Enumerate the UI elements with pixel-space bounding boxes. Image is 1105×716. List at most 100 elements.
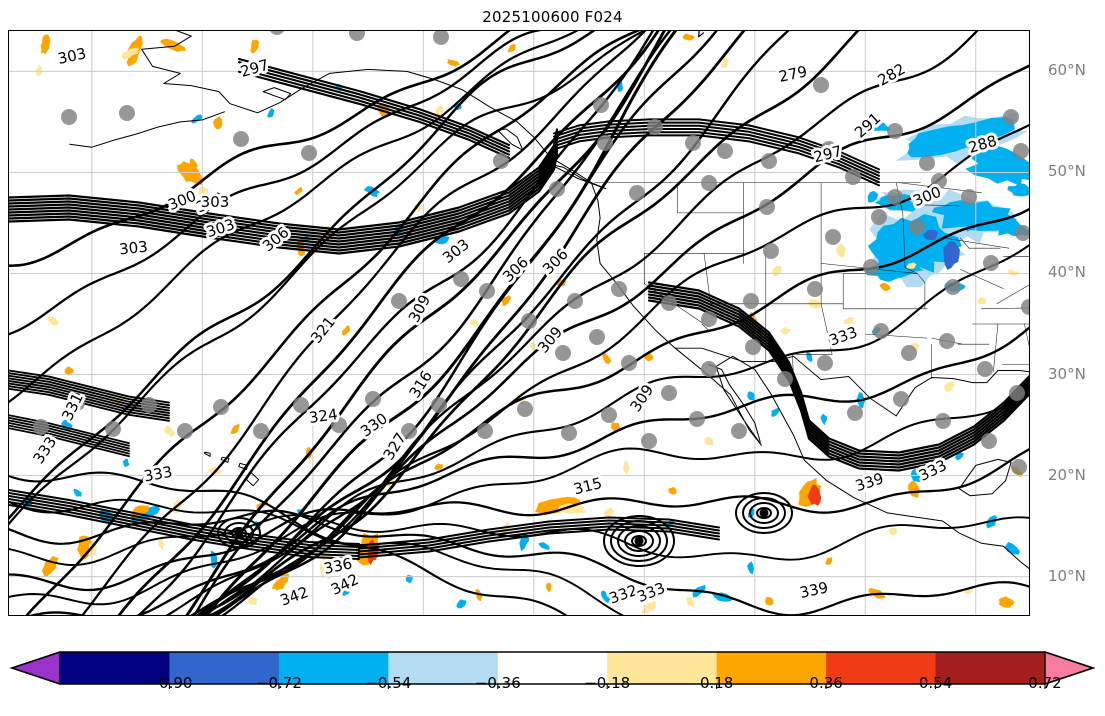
- station-marker: [945, 279, 961, 295]
- contour-line: [9, 498, 624, 615]
- station-marker: [813, 77, 829, 93]
- station-marker: [717, 143, 733, 159]
- station-marker: [555, 345, 571, 361]
- map-frame: 3033033003003033033033032942942792792822…: [8, 30, 1030, 616]
- station-marker: [331, 417, 347, 433]
- jet-contour-bundle-line: [9, 140, 559, 243]
- cold-anomaly-speck: [122, 458, 130, 467]
- contour-line: [9, 394, 1029, 606]
- station-marker: [981, 433, 997, 449]
- warm-anomaly-patch: [507, 43, 516, 53]
- station-marker: [433, 31, 449, 45]
- colorbar-tick-label: −0.90: [146, 674, 193, 692]
- contour-line: [9, 31, 542, 336]
- station-marker: [453, 271, 469, 287]
- warm-anomaly-speck: [668, 486, 677, 495]
- station-marker: [517, 401, 533, 417]
- colorbar-segment[interactable]: [935, 652, 1046, 684]
- contour-line: [137, 31, 655, 615]
- colorbar-segment[interactable]: [497, 652, 608, 684]
- warm-anomaly-patch: [622, 460, 630, 476]
- station-marker: [1021, 299, 1029, 315]
- warm-anomaly-patch: [40, 34, 51, 55]
- warm-anomaly-patch: [556, 503, 588, 514]
- lat-tick-label: 20°N: [1048, 465, 1086, 484]
- jet-contour-bundle-line: [9, 134, 559, 237]
- station-marker: [391, 293, 407, 309]
- station-marker: [745, 339, 761, 355]
- jet-contour-bundle-line: [9, 128, 559, 231]
- colorbar-segment[interactable]: [716, 652, 827, 684]
- cold-anomaly-speck: [747, 391, 756, 401]
- station-marker: [977, 361, 993, 377]
- colorbar-under-extend[interactable]: [9, 651, 61, 685]
- station-marker: [1009, 385, 1025, 401]
- jet-contour-bundle-line: [358, 528, 720, 559]
- colorbar-segment[interactable]: [826, 652, 937, 684]
- warm-anomaly-speck: [977, 296, 987, 305]
- station-marker: [233, 131, 249, 147]
- jet-contour-bundle-line: [553, 134, 880, 187]
- colorbar[interactable]: −0.90 −0.72 −0.54 −0.36 −0.18 0.18 0.36 0.54 0.7…: [0, 648, 1105, 712]
- station-marker: [493, 153, 509, 169]
- contour-value-label: 336: [322, 554, 354, 578]
- warm-anomaly-patch: [41, 555, 59, 577]
- coastline: [496, 128, 524, 151]
- station-marker: [701, 311, 717, 327]
- contour-line: [214, 64, 1029, 615]
- warm-anomaly-speck: [835, 242, 846, 258]
- state-border: [902, 213, 905, 239]
- warm-anomaly-speck: [545, 582, 552, 593]
- jet-contour-bundle-line: [553, 128, 880, 180]
- station-marker: [825, 229, 841, 245]
- station-marker: [661, 295, 677, 311]
- colorbar-segment[interactable]: [607, 652, 718, 684]
- station-marker: [33, 419, 49, 435]
- jet-contour-bundle-line: [9, 146, 559, 249]
- colorbar-segment[interactable]: [60, 652, 170, 684]
- warm-anomaly-speck: [294, 186, 303, 196]
- coastline: [220, 456, 230, 463]
- cold-anomaly-speck: [820, 413, 828, 426]
- contour-line: [117, 31, 660, 615]
- station-marker: [611, 281, 627, 297]
- station-marker: [567, 293, 583, 309]
- station-marker: [887, 189, 903, 205]
- station-marker: [873, 323, 889, 339]
- warm-anomaly-patch: [434, 105, 444, 122]
- colorbar-svg[interactable]: [0, 648, 1105, 712]
- station-marker: [293, 397, 309, 413]
- jet-contour-bundle-line: [9, 489, 360, 545]
- contour-line: [221, 31, 979, 615]
- jet-contour-bundle-line: [9, 424, 130, 455]
- warm-anomaly-patch: [908, 480, 921, 498]
- lat-tick-label: 40°N: [1048, 263, 1086, 282]
- cold-anomaly-patch: [1007, 183, 1029, 197]
- state-border: [916, 273, 926, 283]
- warm-anomaly-patch: [35, 65, 42, 77]
- coastline: [204, 451, 211, 457]
- station-marker: [701, 175, 717, 191]
- warm-anomaly-patch: [807, 484, 822, 506]
- station-marker: [479, 283, 495, 299]
- jet-contour-bundle-line: [553, 131, 880, 184]
- colorbar-segment[interactable]: [169, 652, 280, 684]
- state-border: [993, 323, 999, 372]
- jet-contour-bundle-line: [9, 419, 130, 450]
- contour-line: [25, 31, 640, 615]
- state-border: [960, 269, 1004, 289]
- state-border: [904, 267, 918, 274]
- colorbar-segment[interactable]: [278, 652, 389, 684]
- station-marker: [893, 391, 909, 407]
- map-panel[interactable]: 3033033003003033033033032942942792792822…: [8, 30, 1086, 670]
- cold-anomaly-core: [922, 229, 938, 241]
- contour-line: [201, 31, 718, 615]
- jet-contour-bundle-line: [237, 67, 511, 156]
- contour-map-svg: 3033033003003033033033032942942792792822…: [9, 31, 1029, 615]
- station-marker: [887, 123, 903, 139]
- colorbar-segment[interactable]: [388, 652, 499, 684]
- warm-anomaly-patch: [906, 262, 917, 269]
- coastline: [549, 163, 607, 190]
- station-marker: [777, 371, 793, 387]
- contour-line: [9, 471, 568, 615]
